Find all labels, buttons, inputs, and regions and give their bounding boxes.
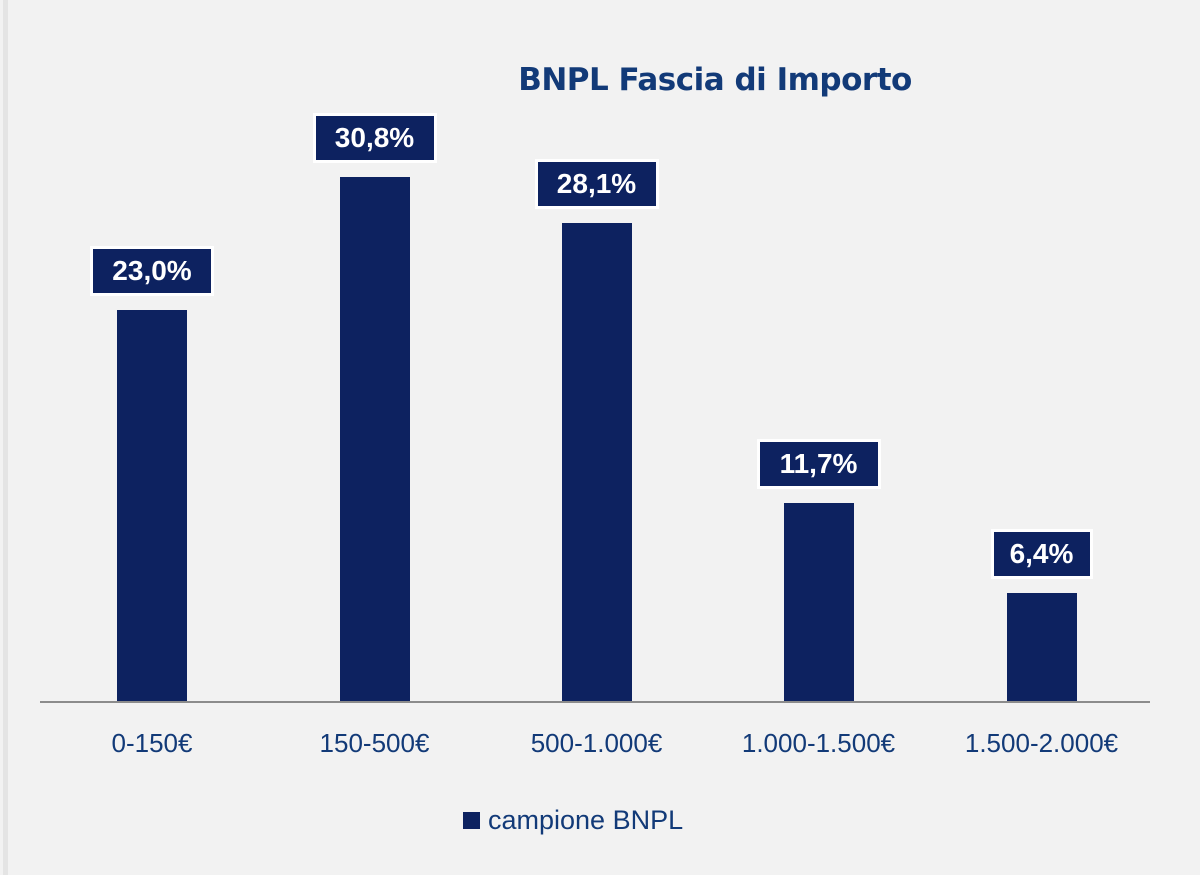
data-label: 28,1%	[534, 159, 659, 209]
data-label: 11,7%	[756, 439, 881, 489]
bar	[1006, 593, 1077, 702]
legend-swatch-icon	[463, 812, 480, 829]
data-label: 23,0%	[90, 246, 214, 296]
bar	[783, 503, 854, 702]
legend-label: campione BNPL	[488, 805, 684, 835]
bar	[117, 310, 187, 702]
x-tick-label: 0-150€	[111, 728, 193, 758]
x-tick-label: 150-500€	[319, 728, 430, 758]
data-label: 6,4%	[990, 529, 1093, 579]
bar	[561, 223, 632, 702]
chart-title: BNPL Fascia di Importo	[518, 62, 912, 98]
x-tick-label: 1.000-1.500€	[741, 728, 896, 758]
x-tick-label: 500-1.000€	[530, 728, 663, 758]
data-label: 30,8%	[312, 113, 437, 163]
x-axis-line	[40, 701, 1150, 703]
frame-border	[3, 0, 8, 875]
x-tick-label: 1.500-2.000€	[964, 728, 1119, 758]
legend: campione BNPL	[463, 805, 683, 836]
bar	[339, 177, 410, 702]
